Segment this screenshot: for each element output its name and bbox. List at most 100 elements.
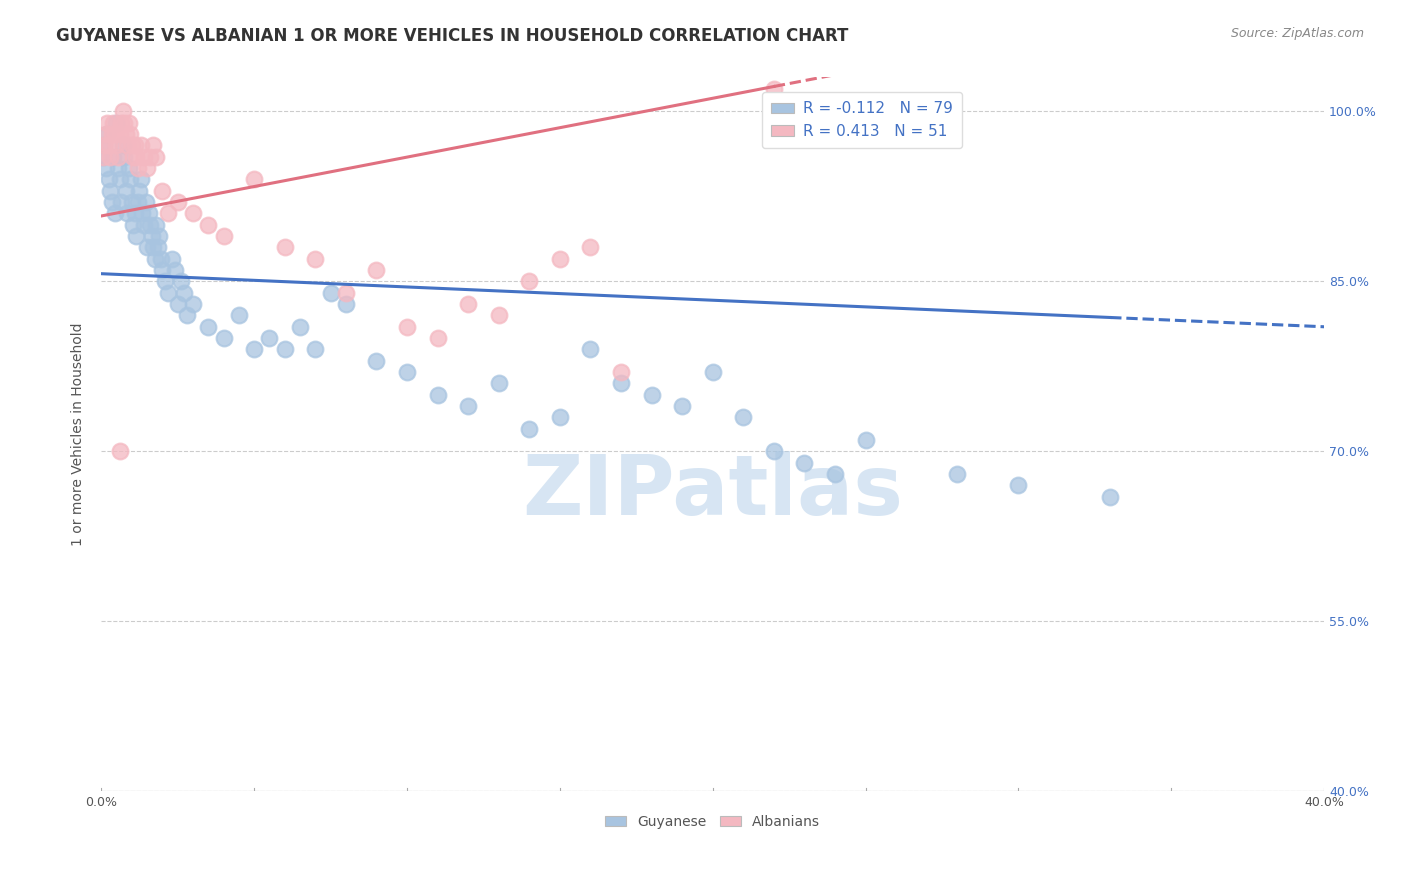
Point [170, 274, 193, 288]
Point [762, 82, 785, 96]
Point [124, 138, 146, 153]
Point [259, 331, 281, 345]
Point [110, 116, 132, 130]
Point [127, 195, 149, 210]
Point [181, 206, 204, 220]
Point [97, 172, 120, 186]
Point [101, 195, 124, 210]
Point [97, 138, 120, 153]
Point [139, 218, 162, 232]
Point [163, 263, 186, 277]
Point [426, 387, 449, 401]
Point [517, 422, 540, 436]
Point [120, 127, 142, 141]
Point [107, 161, 129, 175]
Point [128, 184, 150, 198]
Point [517, 274, 540, 288]
Point [150, 263, 173, 277]
Point [366, 263, 388, 277]
Point [148, 229, 170, 244]
Text: Source: ZipAtlas.com: Source: ZipAtlas.com [1230, 27, 1364, 40]
Point [150, 184, 173, 198]
Point [96, 127, 118, 141]
Text: GUYANESE VS ALBANIAN 1 OR MORE VEHICLES IN HOUSEHOLD CORRELATION CHART: GUYANESE VS ALBANIAN 1 OR MORE VEHICLES … [56, 27, 849, 45]
Point [640, 387, 662, 401]
Point [111, 104, 134, 119]
Point [131, 206, 153, 220]
Point [457, 297, 479, 311]
Point [91, 150, 114, 164]
Point [112, 116, 135, 130]
Point [610, 365, 633, 379]
Point [143, 252, 166, 266]
Point [105, 116, 128, 130]
Point [125, 229, 148, 244]
Point [304, 343, 326, 357]
Point [139, 150, 162, 164]
Point [112, 150, 135, 164]
Point [793, 456, 815, 470]
Point [335, 297, 357, 311]
Point [824, 467, 846, 481]
Y-axis label: 1 or more Vehicles in Household: 1 or more Vehicles in Household [72, 323, 86, 546]
Point [121, 195, 143, 210]
Point [93, 138, 115, 153]
Point [129, 138, 152, 153]
Point [121, 138, 143, 153]
Point [108, 444, 131, 458]
Point [136, 240, 159, 254]
Point [212, 229, 235, 244]
Point [488, 376, 510, 391]
Point [273, 240, 295, 254]
Point [671, 399, 693, 413]
Point [212, 331, 235, 345]
Point [1099, 490, 1122, 504]
Point [173, 285, 195, 300]
Point [107, 150, 129, 164]
Point [138, 206, 160, 220]
Point [228, 309, 250, 323]
Point [110, 195, 132, 210]
Point [762, 444, 785, 458]
Point [155, 274, 177, 288]
Point [395, 365, 418, 379]
Point [108, 172, 131, 186]
Point [548, 410, 571, 425]
Point [335, 285, 357, 300]
Point [104, 127, 127, 141]
Point [426, 331, 449, 345]
Point [122, 150, 145, 164]
Point [127, 161, 149, 175]
Point [488, 309, 510, 323]
Point [166, 195, 188, 210]
Point [125, 150, 148, 164]
Point [94, 127, 117, 141]
Point [288, 319, 311, 334]
Point [115, 206, 138, 220]
Point [304, 252, 326, 266]
Point [733, 410, 755, 425]
Point [115, 138, 138, 153]
Point [1007, 478, 1029, 492]
Point [176, 309, 198, 323]
Point [111, 138, 134, 153]
Point [160, 252, 183, 266]
Point [101, 127, 124, 141]
Point [105, 138, 128, 153]
Point [94, 161, 117, 175]
Point [104, 206, 127, 220]
Point [142, 240, 165, 254]
Point [136, 161, 159, 175]
Point [243, 172, 266, 186]
Point [122, 218, 145, 232]
Legend: Guyanese, Albanians: Guyanese, Albanians [599, 809, 825, 834]
Point [132, 218, 155, 232]
Point [197, 319, 219, 334]
Point [118, 116, 141, 130]
Point [319, 285, 342, 300]
Point [114, 127, 136, 141]
Point [702, 365, 724, 379]
Point [145, 218, 167, 232]
Point [120, 172, 142, 186]
Point [129, 172, 152, 186]
